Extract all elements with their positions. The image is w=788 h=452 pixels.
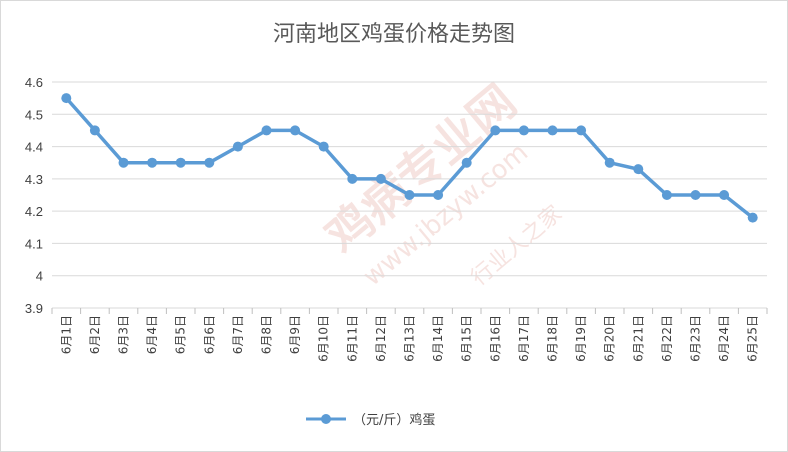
x-tick-label: 6月11日: [345, 315, 359, 362]
legend-dot-marker: [321, 414, 331, 424]
x-tick-label: 6月6日: [202, 315, 216, 354]
x-tick-label: 6月13日: [403, 315, 417, 362]
data-point[interactable]: [690, 190, 701, 200]
y-tick-label: 4.2: [25, 204, 43, 219]
data-point[interactable]: [375, 173, 386, 184]
x-tick-label: 6月18日: [546, 315, 560, 362]
x-tick-label: 6月25日: [746, 315, 760, 362]
x-tick-label: 6月10日: [317, 315, 331, 362]
series-layer: [61, 93, 758, 223]
data-point[interactable]: [547, 125, 558, 136]
x-tick-label: 6月2日: [88, 315, 102, 354]
data-point[interactable]: [404, 190, 415, 200]
data-point[interactable]: [433, 190, 444, 200]
x-axis: 6月1日 6月2日 6月3日 6月4日 6月5日 6月6日 6月7日 6月8日 6月9日 6月10…: [51, 308, 768, 362]
y-tick-label: 4: [36, 269, 43, 284]
x-tick-label: 6月21日: [631, 315, 645, 362]
x-tick-label: 6月20日: [603, 315, 617, 362]
data-point[interactable]: [118, 157, 129, 168]
x-tick-label: 6月23日: [689, 315, 703, 362]
data-point[interactable]: [461, 157, 472, 168]
y-tick-label: 4.3: [25, 172, 43, 187]
x-tick-label: 6月14日: [431, 315, 445, 362]
data-point[interactable]: [490, 125, 501, 136]
x-tick-label: 6月15日: [460, 315, 474, 362]
legend[interactable]: （元/斤）鸡蛋: [306, 412, 435, 428]
data-point[interactable]: [204, 157, 215, 168]
x-tick-label: 6月5日: [174, 315, 188, 354]
data-point[interactable]: [518, 125, 529, 136]
data-point[interactable]: [318, 141, 329, 152]
data-point[interactable]: [661, 190, 672, 200]
x-tick-label: 6月4日: [145, 315, 159, 354]
data-point[interactable]: [261, 125, 272, 136]
data-point[interactable]: [719, 190, 730, 200]
data-point[interactable]: [61, 93, 72, 104]
x-tick-label: 6月9日: [288, 315, 302, 354]
chart-title: 河南地区鸡蛋价格走势图: [273, 22, 515, 47]
data-point[interactable]: [175, 157, 186, 168]
legend-label: （元/斤）鸡蛋: [353, 412, 435, 428]
y-tick-label: 3.9: [25, 301, 43, 316]
data-point[interactable]: [747, 212, 758, 223]
x-tick-label: 6月24日: [717, 315, 731, 362]
y-tick-label: 4.4: [25, 140, 43, 155]
x-tick-label: 6月12日: [374, 315, 388, 362]
data-point[interactable]: [147, 157, 158, 168]
data-point[interactable]: [347, 173, 358, 184]
x-tick-label: 6月22日: [660, 315, 674, 362]
y-axis: 3.9 4 4.1 4.2 4.3 4.4 4.5 4.6: [25, 75, 43, 316]
data-point[interactable]: [290, 125, 301, 136]
watermark-slogan: 行业人之家: [467, 201, 567, 291]
x-tick-label: 6月7日: [231, 315, 245, 354]
x-tick-label: 6月17日: [517, 315, 531, 362]
data-point[interactable]: [604, 157, 615, 168]
y-tick-label: 4.1: [25, 236, 43, 251]
x-tick-label: 6月8日: [260, 315, 274, 354]
data-point[interactable]: [633, 164, 644, 175]
x-tick-label: 6月1日: [59, 315, 73, 354]
data-point[interactable]: [89, 125, 100, 136]
data-point[interactable]: [232, 141, 243, 152]
x-tick-label: 6月19日: [574, 315, 588, 362]
x-tick-label: 6月3日: [117, 315, 131, 354]
y-tick-label: 4.6: [25, 75, 43, 90]
x-tick-label: 6月16日: [488, 315, 502, 362]
data-point[interactable]: [576, 125, 587, 136]
y-tick-label: 4.5: [25, 107, 43, 122]
